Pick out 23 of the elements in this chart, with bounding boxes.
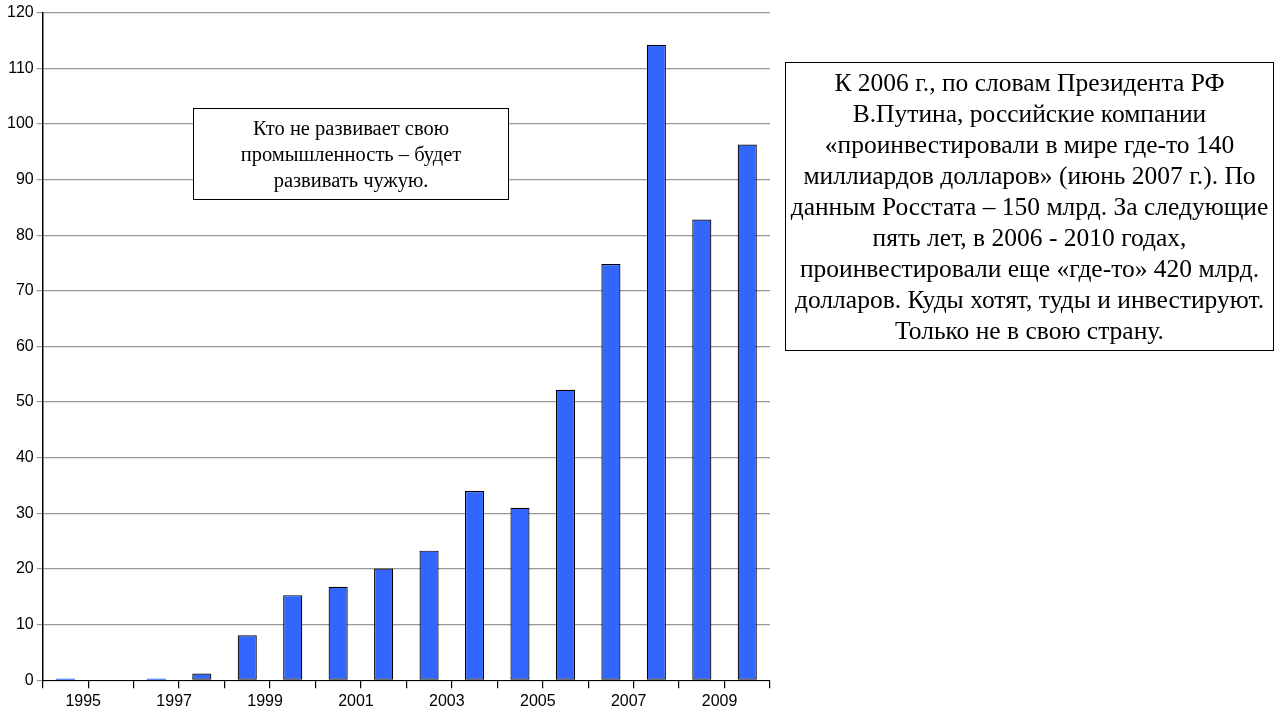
y-tick-label: 60 — [15, 336, 34, 354]
y-tick-label: 100 — [6, 114, 34, 132]
y-tick-label: 110 — [8, 58, 34, 76]
text-box: К 2006 г., по словам Президента РФ В.Путина, российские компании «проинвестировали в мире где-то 140 миллиардов долларов» (июнь 2007 г.). По данным Росстата – 150 млрд. За следующие пять лет, в 2006 - 2010 годах, проинвестировали еще «где-то» 420 млрд. долларов. Куды хотят, туды и инвестируют. Только не в свою страну. — [785, 62, 1274, 351]
x-tick-label: 2005 — [519, 692, 556, 710]
x-tick-label: 2009 — [701, 692, 738, 710]
y-tick-label: 90 — [15, 169, 34, 187]
text-box: Кто не развивает свою промышленность – будет развивать чужую. — [193, 108, 509, 200]
x-tick-label: 2003 — [429, 692, 465, 710]
y-tick-label: 30 — [15, 503, 34, 521]
y-tick-label: 40 — [15, 448, 34, 466]
x-tick-label: 2001 — [338, 692, 374, 710]
x-tick-label: 2007 — [610, 692, 647, 710]
y-tick-label: 0 — [24, 670, 34, 688]
y-tick-label: 80 — [15, 225, 34, 243]
y-tick-label: 20 — [15, 559, 34, 577]
y-tick-label: 10 — [15, 615, 34, 633]
y-tick-label: 120 — [6, 3, 34, 21]
y-tick-label: 70 — [15, 281, 34, 299]
x-tick-label: 1997 — [156, 692, 193, 710]
y-tick-label: 50 — [15, 392, 34, 410]
x-tick-label: 1999 — [247, 692, 283, 710]
x-tick-label: 1995 — [65, 692, 102, 710]
